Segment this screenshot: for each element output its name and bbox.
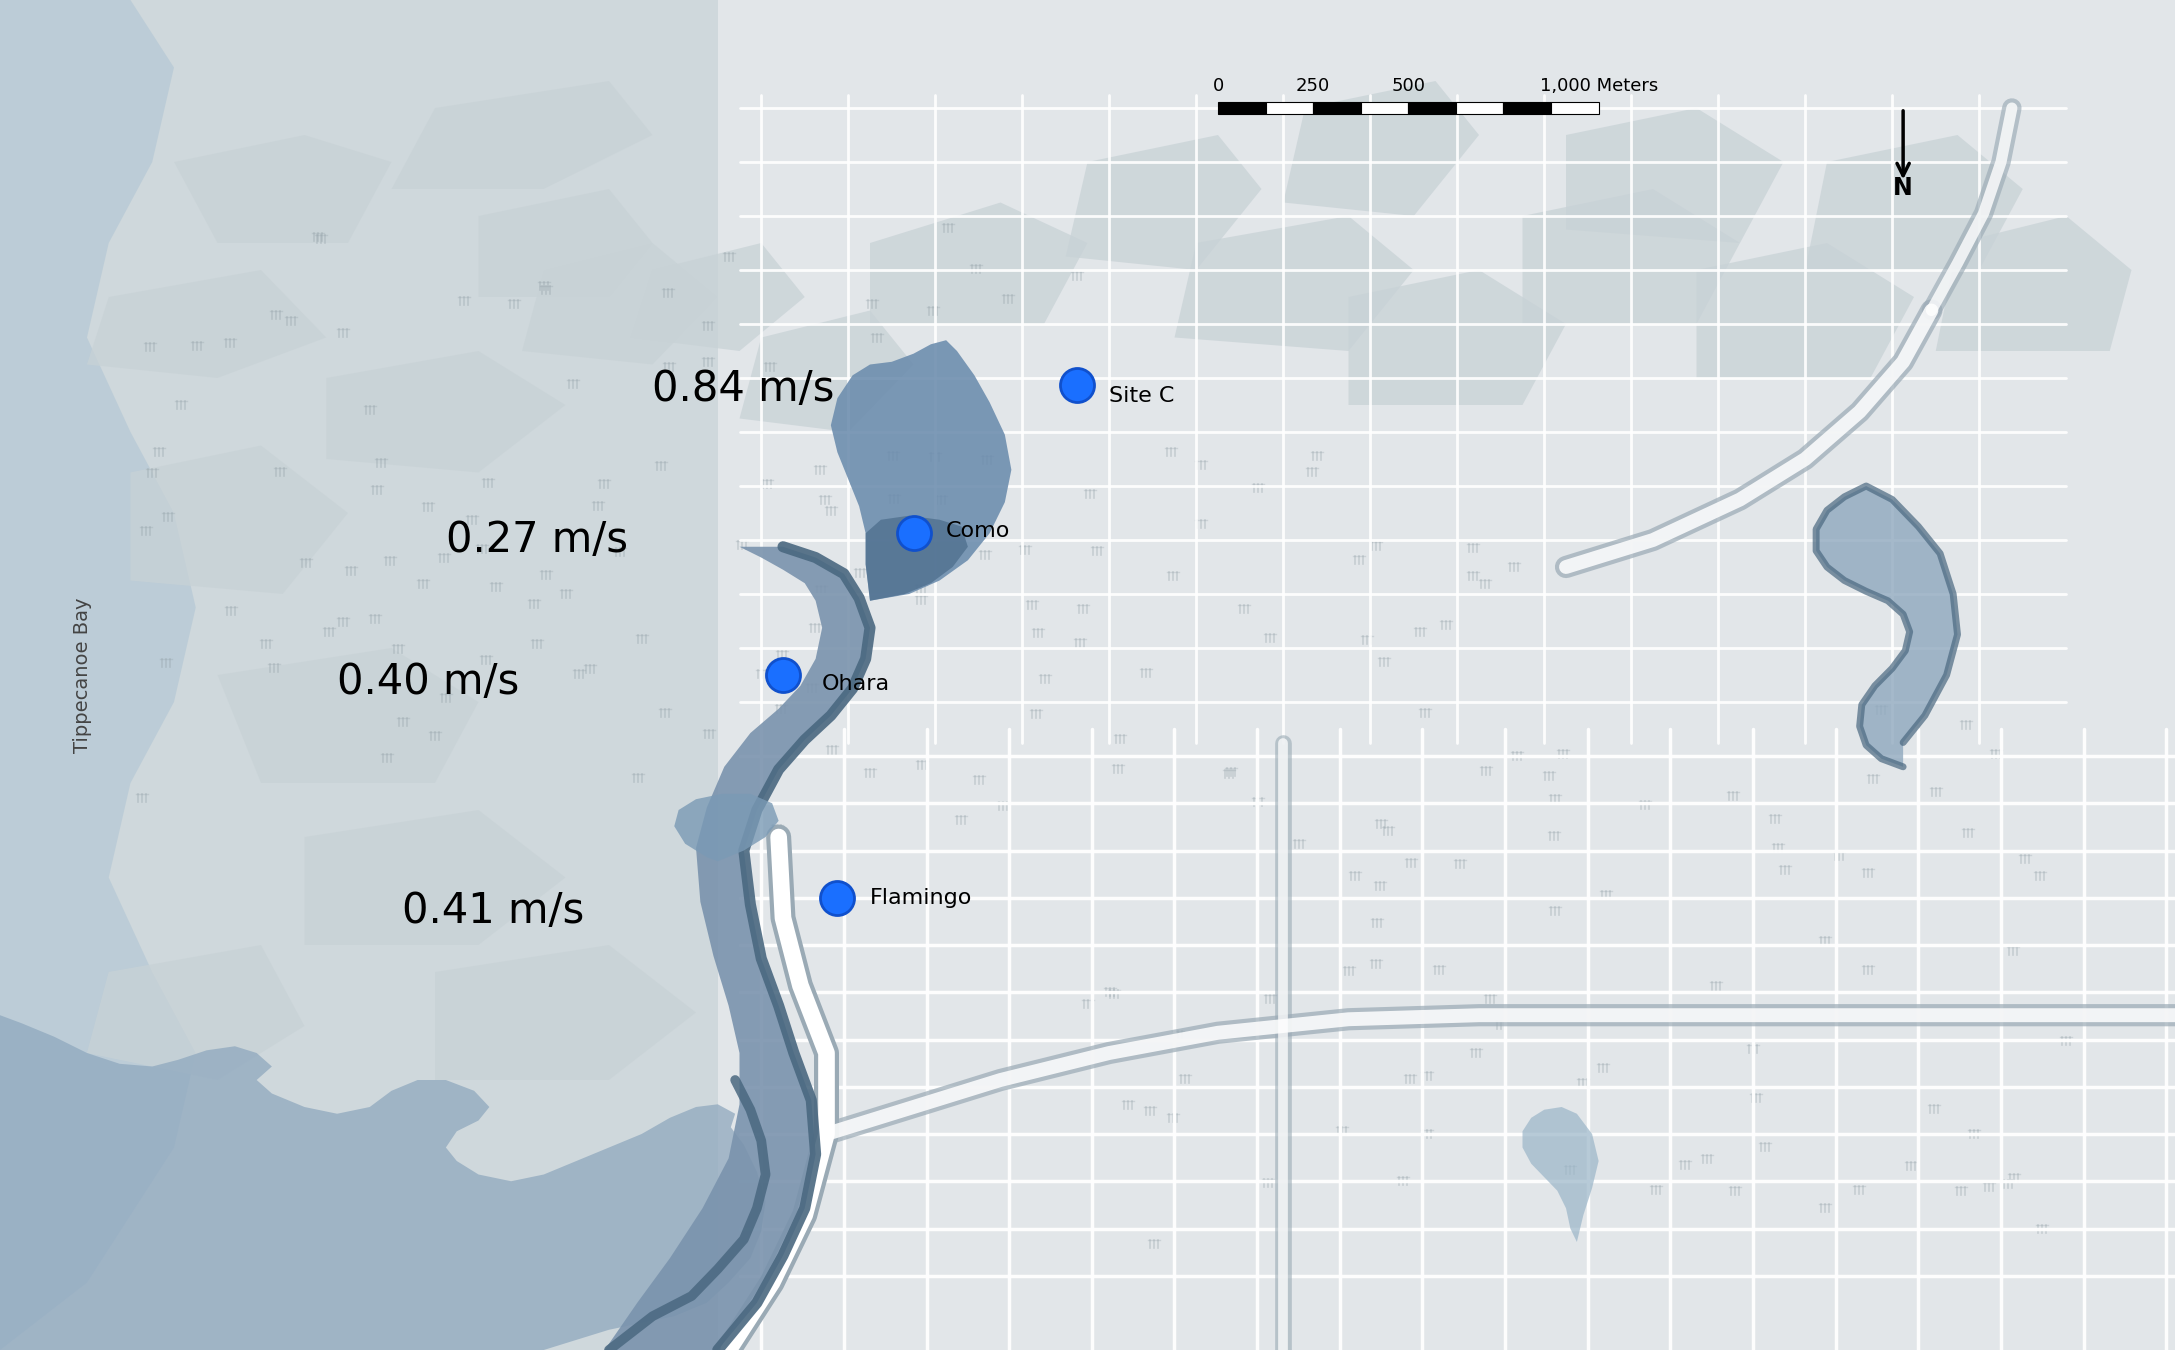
Polygon shape — [1566, 108, 1784, 243]
Text: 500: 500 — [1392, 77, 1425, 95]
Polygon shape — [87, 945, 304, 1080]
Bar — [1551, 103, 1599, 113]
Polygon shape — [0, 1015, 766, 1350]
Polygon shape — [305, 810, 566, 945]
Polygon shape — [718, 0, 2175, 1350]
Text: Como: Como — [946, 521, 1011, 540]
Polygon shape — [870, 202, 1088, 324]
Polygon shape — [631, 243, 805, 351]
Polygon shape — [831, 340, 1011, 601]
Polygon shape — [1066, 135, 1262, 270]
Point — [1059, 374, 1094, 396]
Bar — [1266, 103, 1314, 113]
Polygon shape — [1522, 189, 1740, 324]
Polygon shape — [435, 945, 696, 1080]
Polygon shape — [87, 270, 326, 378]
Bar — [1218, 103, 1266, 113]
Bar — [1362, 103, 1409, 113]
Bar — [1503, 103, 1551, 113]
Polygon shape — [0, 0, 196, 1350]
Polygon shape — [866, 516, 968, 601]
Polygon shape — [1174, 216, 1414, 351]
Polygon shape — [174, 135, 392, 243]
Polygon shape — [218, 648, 478, 783]
Polygon shape — [674, 794, 779, 861]
Bar — [1455, 103, 1503, 113]
Polygon shape — [0, 0, 718, 1350]
Text: Tippecanoe Bay: Tippecanoe Bay — [74, 597, 91, 753]
Text: 0.84 m/s: 0.84 m/s — [652, 367, 835, 410]
Text: Flamingo: Flamingo — [870, 888, 972, 907]
Polygon shape — [1805, 135, 2023, 270]
Polygon shape — [1283, 81, 1479, 216]
Text: Ohara: Ohara — [822, 675, 890, 694]
Text: 1,000 Meters: 1,000 Meters — [1540, 77, 1657, 95]
Point — [766, 664, 800, 686]
Polygon shape — [522, 243, 718, 364]
Text: N: N — [1892, 177, 1914, 200]
Text: Site C: Site C — [1109, 386, 1174, 405]
Point — [896, 522, 931, 544]
Text: 0.40 m/s: 0.40 m/s — [337, 660, 520, 703]
Polygon shape — [740, 310, 913, 432]
Polygon shape — [392, 81, 652, 189]
Polygon shape — [326, 351, 566, 472]
Point — [820, 887, 855, 909]
Text: 0.41 m/s: 0.41 m/s — [402, 890, 585, 933]
Bar — [1314, 103, 1362, 113]
Bar — [1409, 103, 1455, 113]
Polygon shape — [605, 547, 870, 1350]
Polygon shape — [130, 446, 348, 594]
Polygon shape — [1696, 243, 1914, 378]
Polygon shape — [1816, 486, 1958, 767]
Polygon shape — [1348, 270, 1566, 405]
Text: 0: 0 — [1211, 77, 1225, 95]
Polygon shape — [1522, 1107, 1599, 1242]
Text: 250: 250 — [1296, 77, 1331, 95]
Text: 0.27 m/s: 0.27 m/s — [446, 518, 629, 562]
Polygon shape — [478, 189, 652, 297]
Polygon shape — [1936, 216, 2132, 351]
